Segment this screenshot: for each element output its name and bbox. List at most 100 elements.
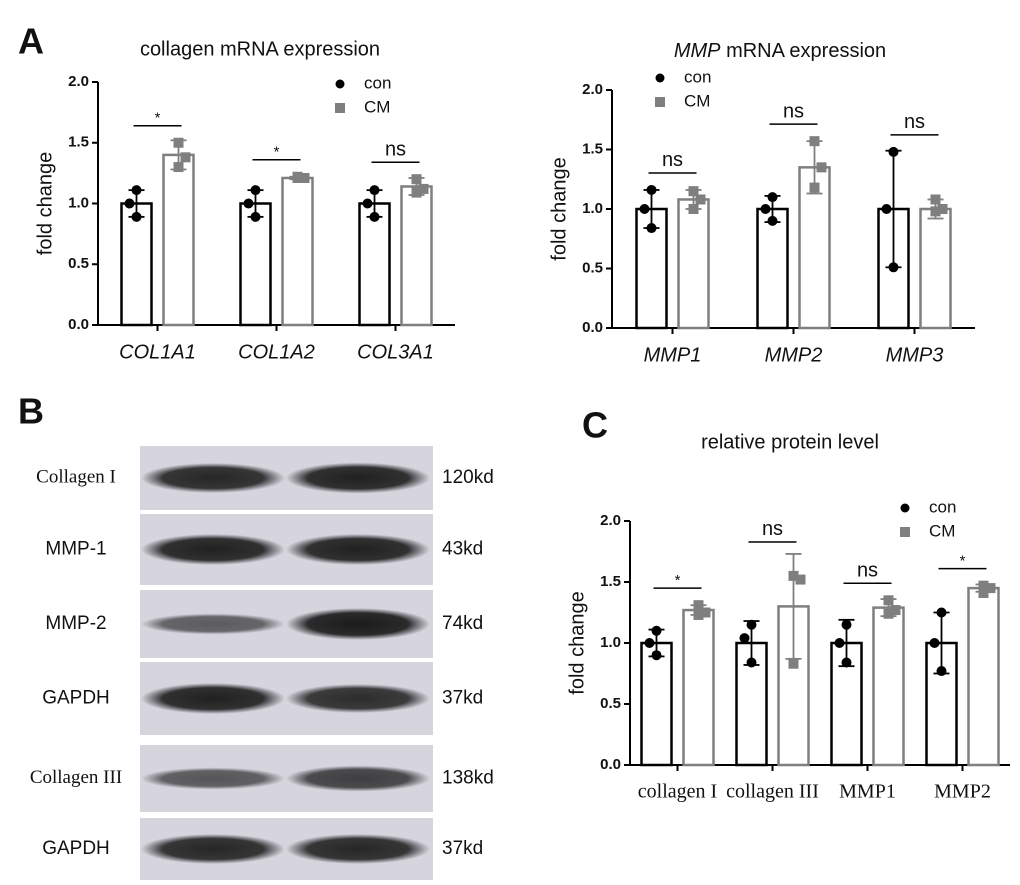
blot-row-label: GAPDH — [42, 688, 110, 709]
bar — [756, 207, 789, 330]
data-point — [173, 137, 184, 148]
blot-size-label: 138kd — [442, 768, 494, 789]
y-axis-label: fold change — [566, 591, 588, 694]
legend-label: con — [684, 67, 711, 86]
data-point — [411, 187, 422, 198]
y-tick-label: 2.0 — [68, 73, 89, 90]
x-tick-label: MMP2 — [765, 344, 823, 366]
blot-band — [286, 534, 430, 565]
legend-marker — [900, 503, 910, 513]
data-point — [978, 587, 989, 598]
data-point — [888, 262, 899, 273]
data-point — [888, 146, 899, 157]
data-point — [978, 580, 989, 591]
legend-label: CM — [364, 97, 390, 116]
blot-band — [141, 463, 285, 493]
data-point — [930, 206, 941, 217]
y-axis-label: fold change — [34, 152, 56, 255]
blot-band — [141, 534, 285, 565]
data-point — [651, 650, 662, 661]
blot-band — [141, 613, 285, 635]
bar — [640, 641, 673, 767]
significance-label: ns — [385, 138, 406, 160]
significance-label: * — [274, 144, 280, 161]
blot-row-label: Collagen I — [36, 466, 116, 487]
blot-size-label: 43kd — [442, 539, 483, 560]
data-point — [760, 204, 771, 214]
data-point — [688, 186, 699, 197]
data-point — [746, 657, 757, 668]
x-tick-label: COL1A2 — [238, 341, 315, 363]
data-point — [651, 625, 662, 636]
legend-label: CM — [684, 91, 710, 110]
data-point — [646, 184, 657, 195]
y-tick-label: 1.5 — [600, 573, 621, 590]
data-point — [362, 198, 373, 209]
legend-marker — [655, 97, 665, 107]
y-tick-label: 0.5 — [68, 255, 89, 272]
data-point — [809, 136, 820, 147]
data-point — [883, 595, 894, 606]
data-point — [180, 152, 191, 163]
data-point — [788, 658, 799, 669]
blot-size-label: 37kd — [442, 838, 483, 859]
data-point — [693, 609, 704, 620]
data-point — [644, 638, 655, 648]
data-point — [418, 183, 429, 194]
y-axis-label: fold change — [548, 157, 570, 260]
panel-label: C — [582, 405, 608, 446]
bar — [677, 198, 710, 330]
bar — [162, 153, 195, 327]
data-point — [695, 194, 706, 205]
x-tick-label: MMP2 — [934, 781, 991, 803]
y-tick-label: 1.0 — [68, 194, 89, 211]
data-point — [700, 607, 711, 618]
legend-label: CM — [929, 521, 955, 540]
y-tick-label: 2.0 — [582, 81, 603, 98]
y-tick-label: 1.5 — [582, 140, 603, 157]
data-point — [890, 605, 901, 616]
data-point — [131, 185, 142, 196]
data-point — [369, 211, 380, 222]
blot-band — [286, 834, 430, 864]
blot-size-label: 74kd — [442, 613, 483, 634]
legend-marker — [900, 527, 910, 537]
blot-row-label: Collagen III — [30, 767, 122, 788]
y-tick-label: 1.0 — [582, 200, 603, 217]
significance-label: ns — [783, 100, 804, 122]
data-point — [930, 194, 941, 205]
legend-label: con — [929, 497, 956, 516]
data-point — [929, 638, 940, 648]
legend-marker — [655, 73, 665, 83]
bar — [967, 586, 1000, 767]
blot-band — [286, 462, 430, 494]
x-tick-label: MMP1 — [839, 781, 896, 803]
chart-title: collagen mRNA expression — [140, 38, 380, 60]
data-point — [841, 619, 852, 630]
x-tick-label: collagen III — [726, 781, 819, 803]
data-point — [299, 172, 310, 183]
data-point — [788, 570, 799, 581]
blot-band — [286, 608, 430, 640]
data-point — [816, 162, 827, 173]
chart-title: relative protein level — [701, 431, 879, 453]
y-tick-label: 0.0 — [582, 319, 603, 336]
x-tick-label: COL1A1 — [119, 341, 196, 363]
x-tick-label: MMP3 — [886, 344, 944, 366]
data-point — [639, 204, 650, 214]
blot-band — [141, 767, 285, 790]
panel-label: B — [18, 391, 44, 432]
y-tick-label: 0.5 — [582, 259, 603, 276]
data-point — [369, 185, 380, 196]
x-tick-label: collagen I — [638, 781, 717, 803]
legend-label: con — [364, 73, 391, 92]
significance-label: * — [960, 553, 966, 570]
data-point — [739, 633, 750, 644]
data-point — [936, 666, 947, 677]
data-point — [985, 583, 996, 594]
significance-label: ns — [762, 518, 783, 540]
y-tick-label: 1.0 — [600, 634, 621, 651]
data-point — [693, 600, 704, 611]
data-point — [292, 172, 303, 183]
significance-label: * — [675, 572, 681, 589]
